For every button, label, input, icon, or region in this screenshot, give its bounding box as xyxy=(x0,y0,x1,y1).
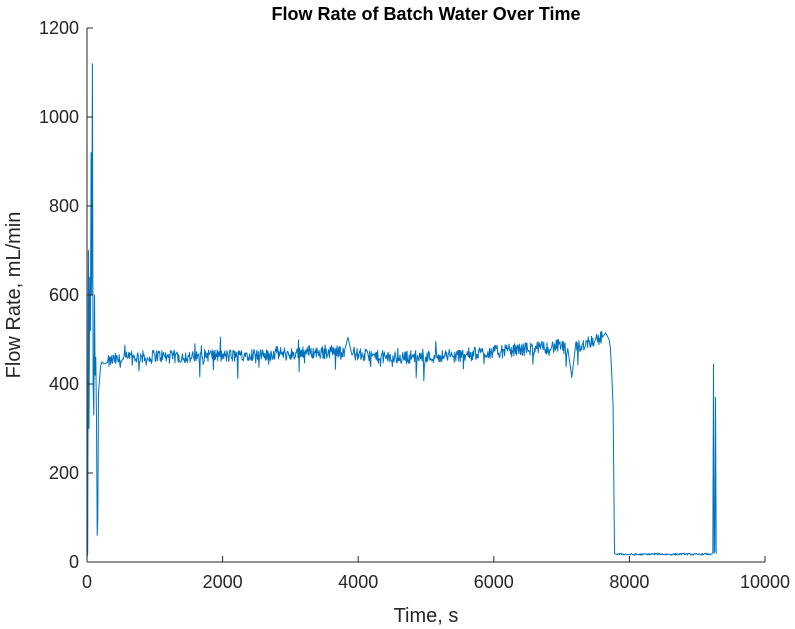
x-tick-label: 2000 xyxy=(203,572,243,592)
x-tick-label: 10000 xyxy=(740,572,790,592)
x-tick-label: 8000 xyxy=(609,572,649,592)
y-tick-label: 1000 xyxy=(39,107,79,127)
plot-area xyxy=(86,63,717,558)
x-tick-label: 4000 xyxy=(338,572,378,592)
y-tick-label: 600 xyxy=(49,285,79,305)
x-tick-label: 0 xyxy=(82,572,92,592)
y-tick-label: 200 xyxy=(49,463,79,483)
y-tick-label: 800 xyxy=(49,196,79,216)
flow-rate-series-line xyxy=(86,63,717,558)
x-axis-label: Time, s xyxy=(394,605,459,627)
y-axis-label: Flow Rate, mL/min xyxy=(3,212,25,379)
y-tick-label: 400 xyxy=(49,374,79,394)
chart-title: Flow Rate of Batch Water Over Time xyxy=(271,4,580,24)
y-tick-label: 0 xyxy=(69,552,79,572)
y-ticks: 0 200 400 600 800 1000 1200 xyxy=(39,18,93,572)
y-tick-label: 1200 xyxy=(39,18,79,38)
x-tick-label: 6000 xyxy=(474,572,514,592)
x-ticks: 0 2000 4000 6000 8000 10000 xyxy=(82,556,790,592)
